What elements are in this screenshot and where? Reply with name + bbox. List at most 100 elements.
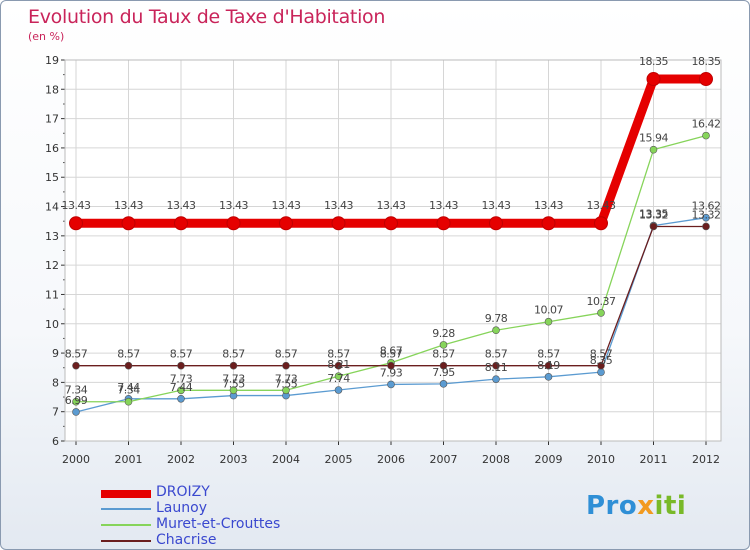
legend-swatch-droizy	[101, 490, 151, 498]
data-label-droizy: 13.43	[167, 199, 196, 212]
x-tick-label: 2007	[430, 453, 458, 466]
data-point-droizy	[384, 216, 398, 231]
data-point-droizy	[121, 216, 136, 231]
data-point-muret-et-crouttes	[229, 386, 238, 395]
data-point-launoy	[334, 386, 343, 394]
data-point-chacrise	[597, 361, 605, 370]
data-label-chacrise: 8.57	[327, 348, 350, 361]
data-label-muret-et-crouttes: 10.07	[534, 304, 563, 317]
y-tick-label: 12	[45, 259, 59, 272]
data-label-droizy: 13.43	[219, 199, 248, 212]
legend-label-droizy: DROIZY	[156, 484, 210, 500]
data-label-droizy: 13.43	[272, 199, 301, 212]
y-tick-label: 19	[45, 54, 59, 67]
x-tick-label: 2003	[220, 453, 248, 466]
y-tick-label: 7	[52, 406, 59, 419]
data-label-droizy: 13.43	[429, 199, 458, 212]
data-point-muret-et-crouttes	[282, 386, 290, 395]
plot-area	[65, 60, 721, 441]
data-label-launoy: 13.62	[692, 200, 721, 213]
data-point-droizy	[331, 216, 346, 231]
data-point-chacrise	[387, 361, 395, 370]
data-label-droizy: 13.43	[482, 199, 511, 212]
x-tick-label: 2002	[167, 453, 195, 466]
data-point-muret-et-crouttes	[597, 309, 605, 317]
logo-part-1: Pro	[586, 491, 638, 521]
data-label-chacrise: 8.57	[170, 348, 193, 361]
x-tick-label: 2011	[640, 453, 668, 466]
y-tick-label: 14	[45, 201, 59, 214]
x-tick-label: 2012	[692, 453, 720, 466]
x-tick-label: 2008	[482, 453, 510, 466]
y-tick-label: 15	[45, 171, 59, 184]
chart-title: Evolution du Taux de Taxe d'Habitation	[28, 6, 386, 28]
plot-border	[64, 59, 722, 442]
data-label-droizy: 18.35	[639, 55, 668, 68]
data-point-launoy	[492, 375, 500, 383]
chart-subtitle: (en %)	[28, 30, 65, 43]
data-label-launoy: 7.55	[222, 378, 245, 391]
data-label-muret-et-crouttes: 10.37	[587, 295, 616, 308]
data-point-droizy	[699, 72, 713, 87]
data-point-muret-et-crouttes	[492, 326, 500, 335]
data-point-chacrise	[439, 361, 448, 370]
data-point-muret-et-crouttes	[124, 397, 133, 406]
y-tick-label: 17	[45, 113, 59, 126]
data-label-muret-et-crouttes: 7.73	[170, 372, 193, 385]
data-label-droizy: 13.43	[324, 199, 353, 212]
data-label-chacrise: 8.57	[485, 348, 508, 361]
data-label-chacrise: 8.57	[432, 348, 455, 361]
data-label-chacrise: 8.57	[65, 348, 88, 361]
data-label-chacrise: 8.57	[275, 348, 298, 361]
data-point-muret-et-crouttes	[702, 131, 710, 140]
data-point-muret-et-crouttes	[649, 145, 658, 154]
data-label-launoy: 6.99	[65, 394, 88, 407]
data-label-chacrise: 8.57	[117, 348, 140, 361]
y-tick-label: 6	[52, 435, 59, 448]
data-label-droizy: 13.43	[377, 199, 406, 212]
data-point-chacrise	[229, 361, 238, 370]
data-point-droizy	[279, 216, 293, 231]
data-label-chacrise: 8.57	[590, 348, 613, 361]
data-label-chacrise: 8.57	[537, 348, 560, 361]
data-label-muret-et-crouttes: 7.34	[117, 384, 140, 397]
data-label-droizy: 13.43	[114, 199, 143, 212]
data-point-droizy	[226, 216, 241, 231]
x-tick-label: 2001	[115, 453, 143, 466]
legend-swatch-muret	[101, 524, 151, 526]
data-point-chacrise	[334, 361, 343, 370]
x-tick-label: 2004	[272, 453, 300, 466]
data-label-droizy: 13.43	[62, 199, 91, 212]
data-label-chacrise: 8.57	[380, 348, 403, 361]
proxiti-logo: Proxiti	[586, 491, 686, 521]
data-label-droizy: 18.35	[692, 55, 721, 68]
data-point-muret-et-crouttes	[334, 372, 343, 381]
data-point-muret-et-crouttes	[439, 341, 448, 349]
y-tick-label: 13	[45, 230, 59, 243]
y-tick-label: 16	[45, 142, 59, 155]
y-tick-label: 9	[52, 347, 59, 360]
data-point-muret-et-crouttes	[177, 386, 185, 395]
data-point-launoy	[177, 394, 185, 403]
data-point-launoy	[544, 373, 553, 381]
x-tick-label: 2005	[325, 453, 353, 466]
data-point-chacrise	[124, 361, 133, 370]
data-point-droizy	[174, 216, 188, 231]
data-point-chacrise	[177, 361, 185, 370]
data-point-chacrise	[282, 361, 290, 370]
data-label-launoy: 8.35	[590, 354, 613, 367]
legend-label-muret: Muret-et-Crouttes	[156, 516, 281, 532]
x-tick-label: 2010	[587, 453, 615, 466]
data-label-chacrise: 13.32	[692, 208, 721, 221]
data-point-droizy	[436, 216, 451, 231]
data-label-muret-et-crouttes: 9.28	[432, 327, 455, 340]
data-point-launoy	[72, 408, 80, 416]
x-tick-label: 2000	[62, 453, 90, 466]
data-label-muret-et-crouttes: 9.78	[485, 312, 508, 325]
data-label-muret-et-crouttes: 7.34	[65, 384, 88, 397]
data-label-launoy: 7.55	[275, 378, 298, 391]
legend-swatch-launoy	[101, 508, 151, 510]
legend-swatch-chacrise	[101, 540, 151, 542]
